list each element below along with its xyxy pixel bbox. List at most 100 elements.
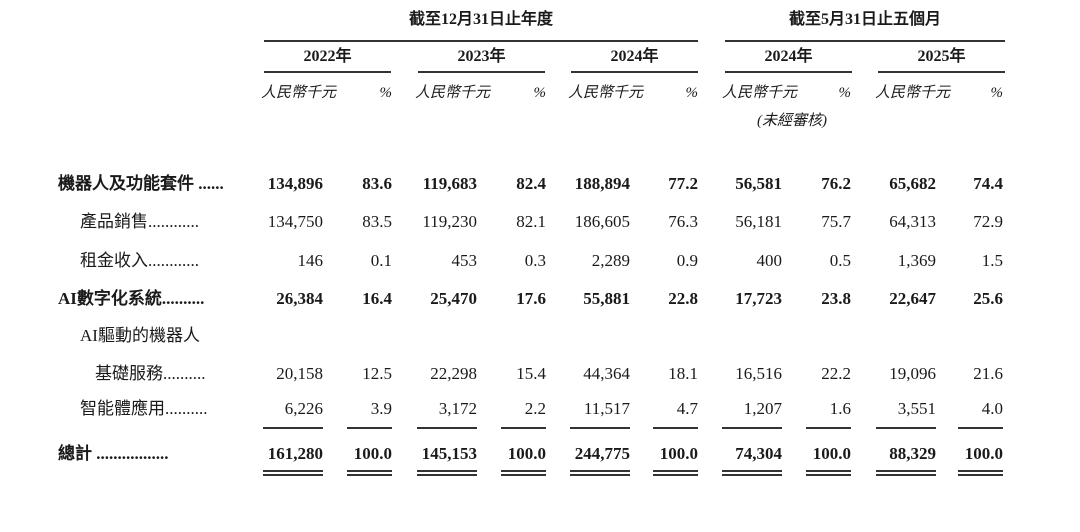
cell-value: 119,230 bbox=[422, 212, 477, 231]
total-double-rule bbox=[417, 474, 477, 476]
cell-value: 244,775 bbox=[574, 444, 630, 463]
total-double-rule bbox=[958, 470, 1003, 472]
cell-value: 100.0 bbox=[659, 444, 698, 463]
cell-value: 3,551 bbox=[897, 399, 936, 418]
cell-value: 100.0 bbox=[507, 444, 546, 463]
cell-value: 74,304 bbox=[735, 444, 782, 463]
cell-value: 25,470 bbox=[430, 289, 477, 308]
pct-header: % bbox=[838, 85, 852, 101]
cell-value: 17.6 bbox=[516, 289, 546, 308]
total-double-rule bbox=[958, 474, 1003, 476]
year-header: 2024年 bbox=[610, 48, 659, 65]
cell-value: 186,605 bbox=[574, 212, 630, 231]
group-header-five-months: 截至5月31日止五個月 bbox=[788, 11, 941, 28]
subtotal-rule bbox=[417, 427, 477, 429]
cell-value: 134,896 bbox=[267, 174, 323, 193]
rule bbox=[878, 71, 1005, 73]
cell-value: 56,581 bbox=[735, 174, 782, 193]
total-double-rule bbox=[876, 474, 936, 476]
cell-value: 88,329 bbox=[889, 444, 936, 463]
unit-header: 人民幣千元 bbox=[415, 85, 491, 101]
row-label: AI驅動的機器人 bbox=[80, 326, 200, 345]
cell-value: 83.6 bbox=[362, 174, 392, 193]
cell-value: 83.5 bbox=[362, 212, 392, 231]
row-label: 總計 ................. bbox=[58, 444, 169, 463]
cell-value: 119,683 bbox=[422, 174, 477, 193]
cell-value: 0.5 bbox=[829, 251, 851, 270]
cell-value: 55,881 bbox=[583, 289, 630, 308]
subtotal-rule bbox=[570, 427, 630, 429]
cell-value: 100.0 bbox=[964, 444, 1003, 463]
row-label: 基礎服務.......... bbox=[95, 364, 206, 383]
row-label: AI數字化系統.......... bbox=[58, 289, 205, 308]
subtotal-rule bbox=[806, 427, 851, 429]
row-label: 智能體應用.......... bbox=[80, 399, 208, 418]
cell-value: 22.8 bbox=[668, 289, 698, 308]
subtotal-rule bbox=[653, 427, 698, 429]
total-double-rule bbox=[653, 470, 698, 472]
cell-value: 56,181 bbox=[735, 212, 782, 231]
unit-header: 人民幣千元 bbox=[875, 85, 951, 101]
unit-header: 人民幣千元 bbox=[722, 85, 798, 101]
cell-value: 4.0 bbox=[981, 399, 1003, 418]
cell-value: 0.9 bbox=[676, 251, 698, 270]
cell-value: 15.4 bbox=[516, 364, 546, 383]
cell-value: 100.0 bbox=[353, 444, 392, 463]
cell-value: 134,750 bbox=[267, 212, 323, 231]
group-header-annual: 截至12月31日止年度 bbox=[408, 11, 553, 28]
cell-value: 16.4 bbox=[362, 289, 392, 308]
total-double-rule bbox=[417, 470, 477, 472]
unit-header: 人民幣千元 bbox=[261, 85, 337, 101]
cell-value: 16,516 bbox=[735, 364, 782, 383]
unit-header: 人民幣千元 bbox=[568, 85, 644, 101]
total-double-rule bbox=[501, 474, 546, 476]
pct-header: % bbox=[379, 85, 393, 101]
rule bbox=[571, 71, 698, 73]
subtotal-rule bbox=[263, 427, 323, 429]
cell-value: 82.1 bbox=[516, 212, 546, 231]
cell-value: 146 bbox=[297, 251, 324, 270]
cell-value: 65,682 bbox=[889, 174, 936, 193]
subtotal-rule bbox=[958, 427, 1003, 429]
cell-value: 3,172 bbox=[438, 399, 477, 418]
cell-value: 12.5 bbox=[362, 364, 392, 383]
cell-value: 17,723 bbox=[735, 289, 782, 308]
cell-value: 22.2 bbox=[821, 364, 851, 383]
cell-value: 453 bbox=[451, 251, 478, 270]
rule bbox=[264, 40, 698, 42]
total-double-rule bbox=[722, 470, 782, 472]
subtotal-rule bbox=[722, 427, 782, 429]
subtotal-rule bbox=[501, 427, 546, 429]
cell-value: 25.6 bbox=[973, 289, 1003, 308]
cell-value: 64,313 bbox=[889, 212, 936, 231]
cell-value: 145,153 bbox=[421, 444, 477, 463]
year-header: 2023年 bbox=[457, 48, 506, 65]
cell-value: 22,298 bbox=[430, 364, 477, 383]
cell-value: 11,517 bbox=[583, 399, 630, 418]
total-double-rule bbox=[263, 470, 323, 472]
cell-value: 3.9 bbox=[370, 399, 392, 418]
pct-header: % bbox=[990, 85, 1004, 101]
row-label: 產品銷售............ bbox=[80, 212, 199, 231]
cell-value: 4.7 bbox=[676, 399, 698, 418]
total-double-rule bbox=[653, 474, 698, 476]
total-double-rule bbox=[347, 470, 392, 472]
cell-value: 72.9 bbox=[973, 212, 1003, 231]
cell-value: 1,369 bbox=[897, 251, 936, 270]
cell-value: 18.1 bbox=[668, 364, 698, 383]
row-label: 機器人及功能套件 ...... bbox=[58, 174, 224, 193]
pct-header: % bbox=[533, 85, 547, 101]
cell-value: 100.0 bbox=[812, 444, 851, 463]
cell-value: 44,364 bbox=[583, 364, 630, 383]
cell-value: 22,647 bbox=[889, 289, 936, 308]
total-double-rule bbox=[263, 474, 323, 476]
cell-value: 77.2 bbox=[668, 174, 698, 193]
cell-value: 74.4 bbox=[973, 174, 1003, 193]
subtotal-rule bbox=[347, 427, 392, 429]
row-label: 租金收入............ bbox=[80, 251, 199, 270]
cell-value: 0.3 bbox=[524, 251, 546, 270]
rule bbox=[725, 40, 1005, 42]
cell-value: 26,384 bbox=[276, 289, 323, 308]
cell-value: 6,226 bbox=[284, 399, 323, 418]
